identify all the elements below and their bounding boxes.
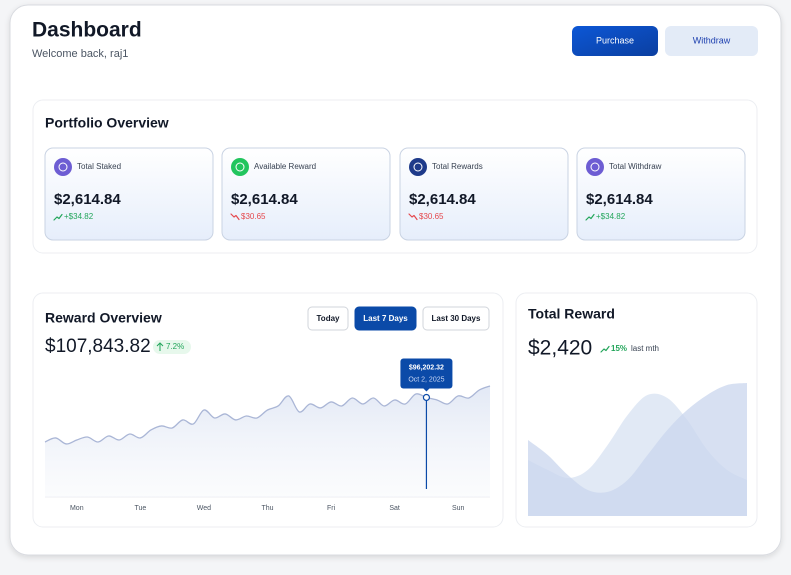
tooltip-point [422,393,431,402]
card-value: $2,614.84 [54,191,121,208]
line-area [45,386,490,497]
card-icon-glyph [413,162,423,172]
filter-background [354,306,417,331]
filter-label: Today [317,314,341,323]
card-background [44,147,214,241]
card-icon [586,158,604,176]
card-change: +$34.82 [64,212,94,221]
page-title: Dashboard [32,19,142,42]
filter-label: Last 30 Days [432,314,481,323]
header-button[interactable]: Purchase [572,26,658,56]
total-reward-change: 15% [611,344,627,353]
card-change: +$34.82 [596,212,626,221]
card-label: Total Rewards [432,162,483,171]
x-tick-label: Fri [327,505,336,512]
tooltip-box [400,358,453,389]
filter-button[interactable]: Today [307,306,349,331]
card-icon-glyph [235,162,245,172]
button-label: Purchase [596,35,634,45]
page-subtitle: Welcome back, raj1 [32,48,128,60]
line-series [44,385,491,445]
card-change: $30.65 [419,212,444,221]
x-tick-label: Sat [389,505,400,512]
filter-button[interactable]: Last 30 Days [422,306,490,331]
reward-change: 7.2% [166,342,184,351]
x-tick-label: Mon [70,505,84,512]
card-change: $30.65 [241,212,266,221]
trend-arrow [53,213,63,221]
area-series [528,383,747,516]
trend-arrow [230,213,240,221]
filter-background [422,306,490,331]
card-icon [54,158,72,176]
filter-button[interactable]: Last 7 Days [354,306,417,331]
button-label: Withdraw [693,35,731,45]
card-value: $2,614.84 [409,191,476,208]
total-reward-period: last mth [631,344,659,353]
trend-arrow [600,345,610,353]
card-icon-glyph [58,162,68,172]
reward-total: $107,843.82 [45,336,151,357]
card-label: Total Withdraw [609,162,662,171]
trend-arrow [408,213,418,221]
card-icon [231,158,249,176]
card-background [221,147,391,241]
header-button[interactable]: Withdraw [665,26,758,56]
x-tick-label: Sun [452,505,465,512]
badge-arrow [156,342,164,351]
section-title: Reward Overview [45,310,162,326]
card-background [576,147,746,241]
section-title: Portfolio Overview [45,115,169,131]
change-badge [153,340,191,354]
tooltip-date: Oct 2, 2025 [408,376,444,383]
trend-arrow [585,213,595,221]
stat-card: Total Rewards $2,614.84 $30.65 [399,147,569,241]
portfolio-panel [32,99,758,254]
x-tick-label: Wed [197,505,211,512]
x-tick-label: Tue [134,505,146,512]
stat-card: Available Reward $2,614.84 $30.65 [221,147,391,241]
card-label: Total Staked [77,162,121,171]
stat-card: Total Staked $2,614.84 +$34.82 [44,147,214,241]
x-tick-label: Thu [261,505,273,512]
card-value: $2,614.84 [586,191,653,208]
tooltip-pointer [423,388,430,392]
card-label: Available Reward [254,162,316,171]
filter-label: Last 7 Days [363,314,408,323]
button-background [572,26,658,56]
section-title: Total Reward [528,306,615,322]
stat-card: Total Withdraw $2,614.84 +$34.82 [576,147,746,241]
card-icon [409,158,427,176]
button-background [665,26,758,56]
total-reward-value: $2,420 [528,337,592,360]
tooltip-value: $96,202.32 [409,364,444,371]
filter-background [307,306,349,331]
card-value: $2,614.84 [231,191,298,208]
card-background [399,147,569,241]
card-icon-glyph [590,162,600,172]
